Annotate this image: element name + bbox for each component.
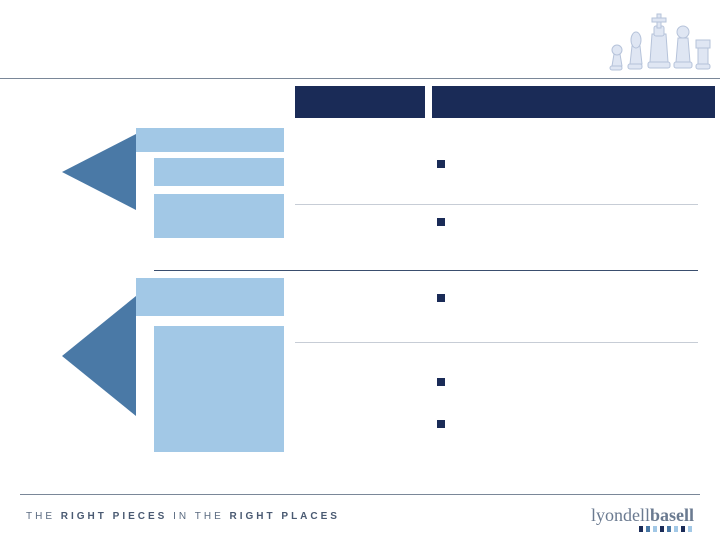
top-rule (0, 78, 720, 79)
arrow-band-1c (154, 194, 284, 238)
tagline-text: THE (26, 511, 61, 522)
lyondellbasell-logo: lyondellbasell (591, 505, 694, 526)
bullet-icon (437, 160, 445, 168)
logo-light: lyondell (591, 505, 650, 525)
bullet-icon (437, 218, 445, 226)
arrow-band-1b (154, 158, 284, 186)
mid-rule (154, 270, 698, 271)
arrow-band-2a (136, 278, 284, 316)
separator-line (295, 204, 698, 205)
slide-canvas: THE RIGHT PIECES IN THE RIGHT PLACES lyo… (0, 0, 720, 540)
arrow-band-2b (154, 326, 284, 452)
tagline-bold: RIGHT PLACES (230, 511, 340, 522)
chess-pieces-image (600, 4, 712, 74)
footer-tagline: THE RIGHT PIECES IN THE RIGHT PLACES (26, 511, 340, 522)
bullet-icon (437, 294, 445, 302)
tagline-bold: RIGHT PIECES (61, 511, 168, 522)
bullet-icon (437, 420, 445, 428)
separator-line (295, 342, 698, 343)
header-bar-1 (295, 86, 425, 118)
logo-ticks (639, 526, 692, 532)
arrow-triangle-2 (62, 296, 136, 416)
footer-rule (20, 494, 700, 495)
header-bar-2 (432, 86, 715, 118)
arrow-triangle-1 (62, 134, 136, 210)
bullet-icon (437, 378, 445, 386)
arrow-band-1a (136, 128, 284, 152)
tagline-text: IN THE (167, 511, 229, 522)
logo-bold: basell (650, 505, 694, 525)
